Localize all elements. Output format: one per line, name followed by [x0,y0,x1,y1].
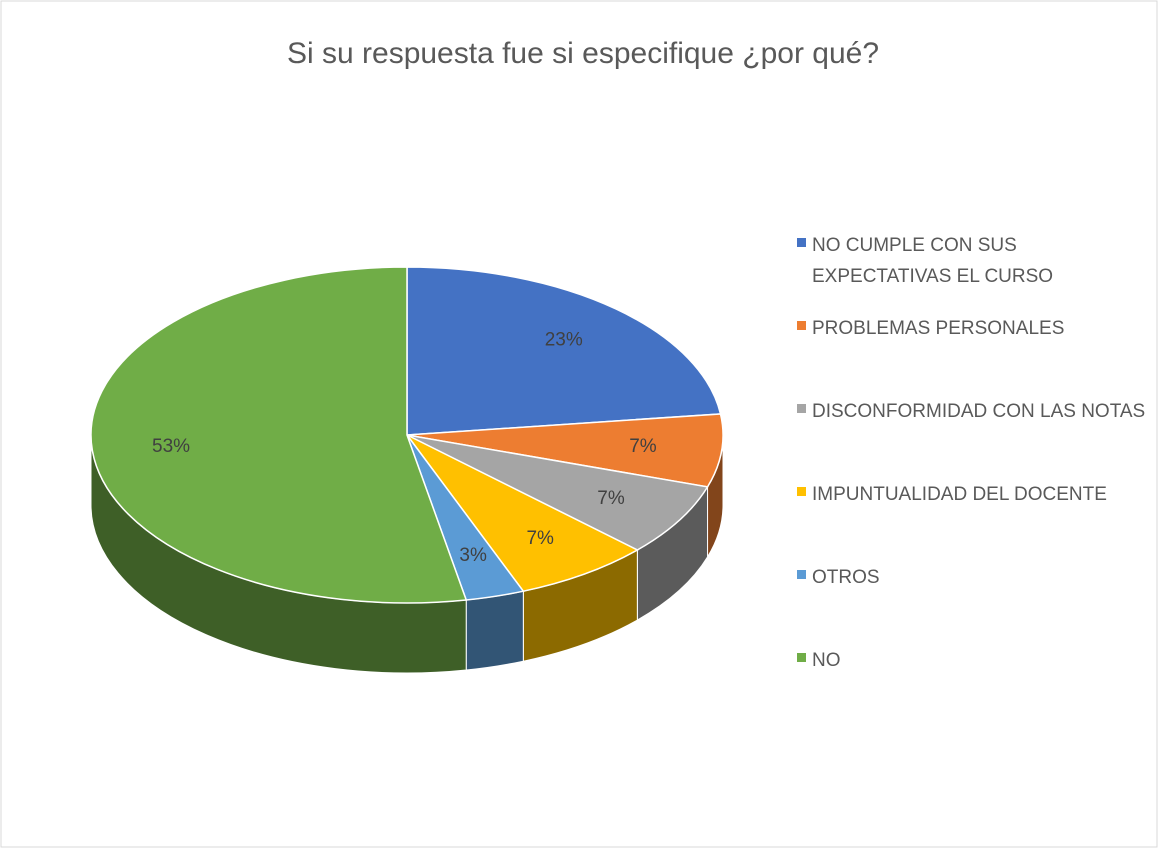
chart-title: Si su respuesta fue si especifique ¿por … [287,37,879,70]
legend-label: NO CUMPLE CON SUS EXPECTATIVAS EL CURSO [812,235,1054,287]
legend-entry: IMPUNTUALIDAD DEL DOCENTE [797,479,1147,562]
data-label: 23% [545,330,583,351]
pie-slice [406,266,722,436]
legend-entry: DISCONFORMIDAD CON LAS NOTAS [797,396,1147,479]
legend-label: PROBLEMAS PERSONALES [812,318,1065,339]
pie-side [465,590,524,671]
data-label: 7% [526,528,554,549]
pie-slice [406,434,709,551]
legend-label: OTROS [812,567,880,588]
data-label: 53% [152,436,190,457]
data-label: 7% [597,488,625,509]
legend-swatch [797,404,806,413]
legend-entry: PROBLEMAS PERSONALES [797,313,1147,396]
data-label: 7% [629,436,657,457]
pie-slice [90,266,468,604]
legend-entry: NO CUMPLE CON SUS EXPECTATIVAS EL CURSO [797,230,1147,313]
legend-entry: OTROS [797,562,1147,645]
legend-label: NO [812,650,841,671]
legend-swatch [797,487,806,496]
data-label: 3% [459,545,487,566]
pie-slice [406,434,639,593]
legend-swatch [797,238,806,247]
legend-label: DISCONFORMIDAD CON LAS NOTAS [812,401,1146,422]
legend-entry: NO [797,645,1147,728]
legend-swatch [797,653,806,662]
pie-slice [406,413,724,488]
legend-label: IMPUNTUALIDAD DEL DOCENTE [812,484,1107,505]
legend-swatch [797,321,806,330]
legend-swatch [797,570,806,579]
